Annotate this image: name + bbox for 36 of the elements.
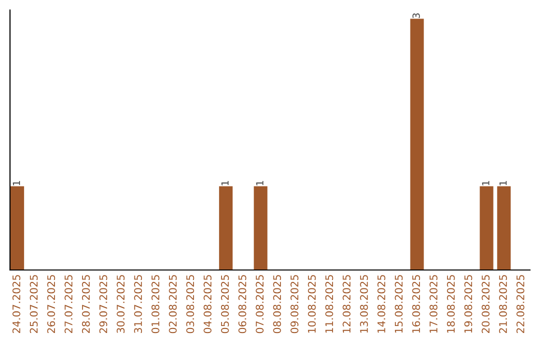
x-tick-label: 02.08.2025 [168, 275, 177, 334]
x-tick-label: 07.08.2025 [256, 275, 264, 334]
x-tick-label: 21.08.2025 [499, 275, 507, 334]
x-tick-label: 24.07.2025 [12, 275, 20, 334]
x-tick-label: 29.07.2025 [99, 275, 108, 334]
x-tick-label: 05.08.2025 [221, 275, 229, 334]
x-tick-label: 03.08.2025 [186, 275, 194, 334]
x-tick-label: 16.08.2025 [412, 275, 420, 333]
x-tick-label: 10.08.2025 [308, 275, 316, 333]
data-label: 1 [500, 180, 507, 186]
x-tick-label: 22.08.2025 [516, 275, 524, 334]
x-tick-label: 31.07.2025 [134, 275, 142, 334]
x-tick-label: 30.07.2025 [116, 275, 125, 334]
x-tick-label: 14.08.2025 [377, 275, 386, 333]
data-label: 1 [12, 180, 20, 186]
x-tick-label: 27.07.2025 [64, 275, 72, 334]
x-tick-label: 28.07.2025 [82, 275, 90, 334]
x-tick-label: 26.07.2025 [47, 275, 56, 334]
x-tick-label: 11.08.2025 [325, 275, 334, 333]
data-label: 3 [412, 13, 420, 18]
x-tick-label: 01.08.2025 [151, 275, 160, 334]
x-tick-label: 12.08.2025 [342, 275, 351, 333]
data-label: 1 [221, 180, 229, 186]
x-tick-label: 15.08.2025 [394, 275, 403, 333]
x-tick-label: 18.08.2025 [446, 275, 455, 333]
x-tick-label: 08.08.2025 [273, 275, 282, 334]
data-label: 1 [256, 180, 264, 186]
x-tick-label: 19.08.2025 [464, 275, 472, 333]
x-tick-label: 04.08.2025 [204, 275, 212, 334]
x-tick-label: 17.08.2025 [430, 275, 438, 333]
data-label: 1 [482, 180, 490, 186]
x-tick-label: 06.08.2025 [238, 275, 246, 334]
x-tick-label: 09.08.2025 [290, 275, 298, 334]
x-tick-label: 25.07.2025 [30, 275, 38, 334]
x-tick-label: 13.08.2025 [360, 275, 368, 333]
x-tick-label: 20.08.2025 [482, 275, 490, 334]
